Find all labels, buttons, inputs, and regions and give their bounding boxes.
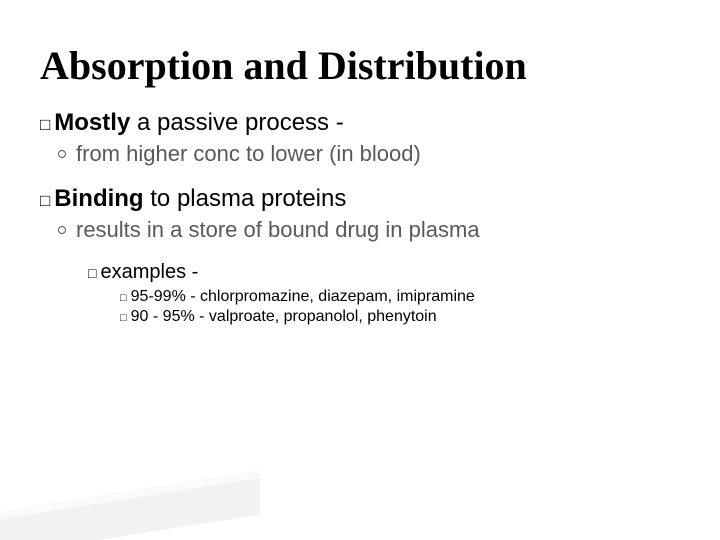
slide-title: Absorption and Distribution (40, 42, 680, 89)
point-1-sub: from higher conc to lower (in blood) (58, 141, 680, 167)
point-1-head: Mostly (54, 109, 130, 136)
point-2: □Binding to plasma proteins (40, 185, 680, 213)
examples-label: □examples - (88, 261, 680, 284)
example-2: □ 90 - 95% - valproate, propanolol, pheny… (120, 308, 680, 326)
example-1: □ 95-99% - chlorpromazine, diazepam, imip… (120, 288, 680, 306)
point-2-head: Binding (54, 185, 143, 212)
square-bullet-icon: □ (40, 115, 50, 135)
square-bullet-icon: □ (120, 312, 127, 324)
point-2-sub: results in a store of bound drug in plas… (58, 217, 680, 243)
square-bullet-icon: □ (40, 191, 50, 211)
point-1-sub-text: from higher conc to lower (in blood) (76, 141, 421, 166)
point-2-tail: to plasma proteins (144, 185, 347, 212)
square-bullet-icon: □ (120, 292, 127, 304)
slide: Absorption and Distribution □Mostly a pa… (0, 0, 720, 540)
corner-bar (0, 470, 260, 540)
example-2-text: 90 - 95% - valproate, propanolol, phenyt… (131, 308, 437, 325)
examples-label-text: examples - (100, 261, 198, 283)
ring-bullet-icon (58, 150, 66, 158)
ring-bullet-icon (58, 226, 66, 234)
point-2-sub-text: results in a store of bound drug in plas… (76, 217, 480, 242)
example-1-text: 95-99% - chlorpromazine, diazepam, imipr… (131, 288, 475, 305)
corner-decoration (0, 470, 260, 540)
point-1: □Mostly a passive process - (40, 109, 680, 137)
point-1-tail: a passive process - (130, 109, 343, 136)
square-bullet-icon: □ (88, 265, 96, 281)
